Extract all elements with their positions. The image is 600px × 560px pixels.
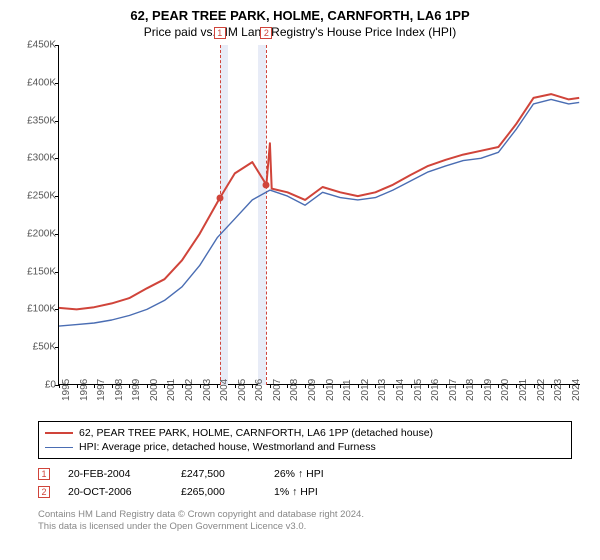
x-axis-label: 2024 xyxy=(571,379,600,401)
sales-table: 1 20-FEB-2004 £247,500 26% HPI 2 20-OCT-… xyxy=(38,465,572,501)
y-axis-label: £50K xyxy=(20,342,56,353)
sale-marker-icon: 1 xyxy=(214,27,226,39)
sale-pct: 1% HPI xyxy=(274,486,318,498)
footer-line: This data is licensed under the Open Gov… xyxy=(38,521,572,533)
y-axis-label: £150K xyxy=(20,266,56,277)
footer: Contains HM Land Registry data © Crown c… xyxy=(38,509,572,534)
legend-label-hpi: HPI: Average price, detached house, West… xyxy=(79,441,376,453)
legend: 62, PEAR TREE PARK, HOLME, CARNFORTH, LA… xyxy=(38,421,572,459)
sale-marker-icon: 1 xyxy=(38,468,50,480)
sale-dot-icon xyxy=(263,181,270,188)
sale-price: £265,000 xyxy=(181,486,256,498)
sale-marker-icon: 2 xyxy=(260,27,272,39)
y-axis-label: £400K xyxy=(20,77,56,88)
up-arrow-icon xyxy=(292,486,297,498)
legend-item-property: 62, PEAR TREE PARK, HOLME, CARNFORTH, LA… xyxy=(45,426,565,440)
sale-price: £247,500 xyxy=(181,468,256,480)
y-axis-label: £200K xyxy=(20,228,56,239)
chart-area: 12 £0 £50K £100K £150K £200K £250K £300K £350K £… xyxy=(20,45,580,415)
sale-dot-icon xyxy=(216,195,223,202)
legend-item-hpi: HPI: Average price, detached house, West… xyxy=(45,440,565,454)
sale-date: 20-FEB-2004 xyxy=(68,468,163,480)
table-row: 1 20-FEB-2004 £247,500 26% HPI xyxy=(38,465,572,483)
legend-swatch-property xyxy=(45,432,73,434)
legend-label-property: 62, PEAR TREE PARK, HOLME, CARNFORTH, LA… xyxy=(79,427,433,439)
table-row: 2 20-OCT-2006 £265,000 1% HPI xyxy=(38,483,572,501)
line-series xyxy=(59,45,581,385)
y-axis-label: £0 xyxy=(20,380,56,391)
y-axis-label: £350K xyxy=(20,115,56,126)
up-arrow-icon xyxy=(298,468,303,480)
y-axis-label: £450K xyxy=(20,40,56,51)
y-axis-label: £100K xyxy=(20,304,56,315)
y-axis-label: £250K xyxy=(20,191,56,202)
chart-title: 62, PEAR TREE PARK, HOLME, CARNFORTH, LA… xyxy=(0,0,600,23)
y-axis-label: £300K xyxy=(20,153,56,164)
chart-subtitle: Price paid vs. HM Land Registry's House … xyxy=(0,23,600,45)
footer-line: Contains HM Land Registry data © Crown c… xyxy=(38,509,572,521)
sale-marker-icon: 2 xyxy=(38,486,50,498)
sale-pct: 26% HPI xyxy=(274,468,324,480)
sale-date: 20-OCT-2006 xyxy=(68,486,163,498)
legend-swatch-hpi xyxy=(45,447,73,448)
plot: 12 xyxy=(58,45,580,385)
